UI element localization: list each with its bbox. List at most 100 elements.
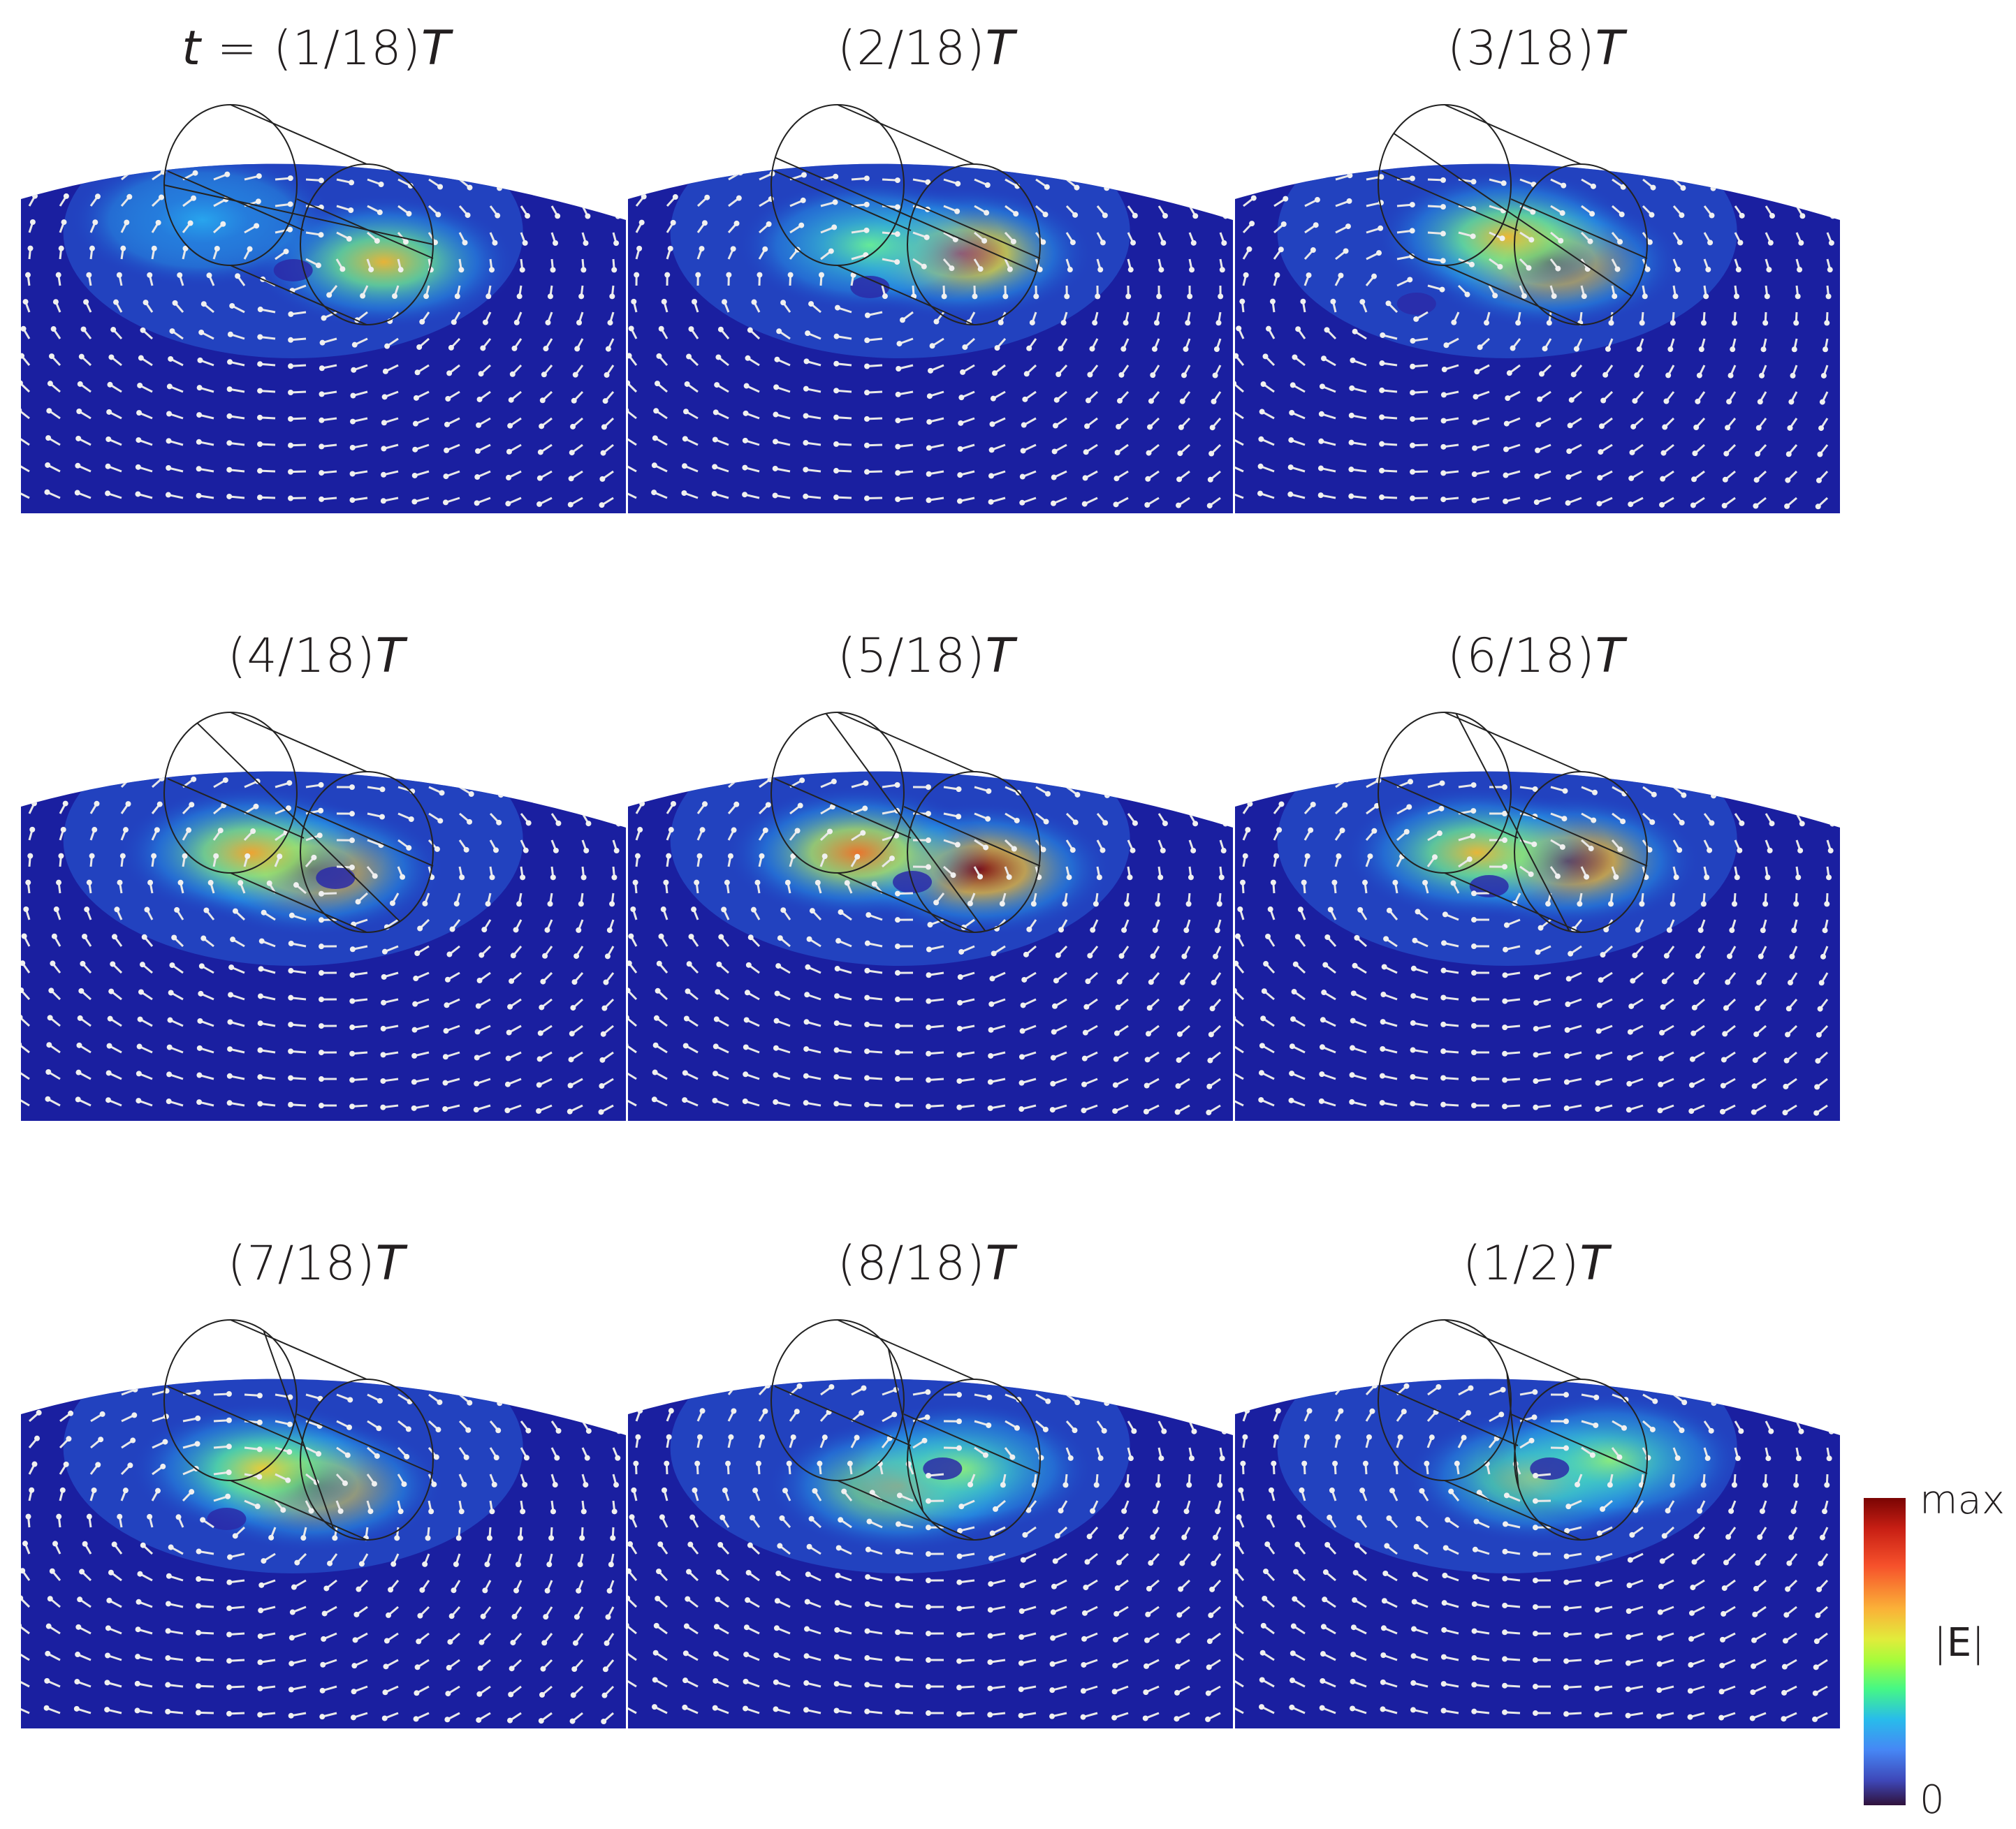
field-arrow-head bbox=[831, 224, 838, 230]
field-arrow-head bbox=[1132, 212, 1138, 219]
field-arrow-head bbox=[706, 750, 711, 756]
field-arrow-head bbox=[507, 423, 513, 429]
field-arrow-head bbox=[1785, 1586, 1791, 1592]
field-arrow-head bbox=[926, 1024, 932, 1031]
field-arrow-head bbox=[1219, 1455, 1225, 1462]
field-arrow-head bbox=[1320, 1651, 1326, 1657]
field-arrow-head bbox=[1125, 293, 1132, 300]
field-arrow-head bbox=[168, 1544, 174, 1550]
field-arrow-head bbox=[286, 780, 293, 786]
field-arrow-head bbox=[53, 906, 59, 913]
field-arrow-head bbox=[1712, 765, 1718, 771]
field-arrow-head bbox=[1018, 1608, 1025, 1614]
field-arrow bbox=[91, 1362, 104, 1368]
field-arrow bbox=[398, 1368, 411, 1374]
field-arrow-head bbox=[86, 1513, 92, 1520]
field-arrow-head bbox=[110, 961, 116, 967]
field-arrow-head bbox=[1823, 346, 1829, 353]
field-arrow-head bbox=[266, 880, 272, 886]
field-arrow-head bbox=[448, 344, 454, 351]
field-arrow-head bbox=[578, 293, 585, 300]
field-arrow-head bbox=[1531, 841, 1537, 847]
field-arrow-head bbox=[1043, 818, 1049, 825]
field-arrow-head bbox=[1795, 1455, 1802, 1462]
field-arrow-head bbox=[956, 1104, 963, 1110]
field-arrow-head bbox=[374, 237, 380, 244]
field-arrow-head bbox=[1505, 395, 1511, 402]
field-arrow-head bbox=[1554, 873, 1561, 879]
field-arrow-head bbox=[1438, 1359, 1443, 1365]
field-arrow bbox=[59, 1386, 73, 1396]
field-arrow-head bbox=[433, 1454, 439, 1460]
field-arrow-head bbox=[1260, 1622, 1266, 1629]
field-arrow bbox=[698, 1359, 706, 1368]
field-arrow-head bbox=[1639, 320, 1645, 326]
field-arrow-head bbox=[1800, 1401, 1806, 1407]
field-arrow-head bbox=[1634, 372, 1640, 379]
field-arrow-head bbox=[696, 853, 703, 859]
field-arrow bbox=[429, 1368, 441, 1375]
field-arrow-head bbox=[497, 185, 503, 191]
field-arrow bbox=[1827, 1368, 1835, 1377]
field-arrow-head bbox=[1176, 476, 1183, 483]
field-arrow-head bbox=[319, 1023, 325, 1029]
field-arrow-head bbox=[745, 1569, 752, 1575]
field-arrow-head bbox=[132, 1386, 138, 1393]
field-arrow-head bbox=[1195, 1379, 1201, 1380]
field-arrow-head bbox=[701, 220, 708, 226]
field-arrow-head bbox=[513, 319, 520, 325]
field-arrow-head bbox=[168, 990, 174, 996]
field-arrow-head bbox=[288, 390, 294, 396]
field-arrow-head bbox=[1661, 978, 1667, 985]
field-arrow-head bbox=[1470, 782, 1477, 788]
field-arrow-head bbox=[569, 1718, 576, 1724]
field-arrow-head bbox=[1665, 1508, 1671, 1514]
field-arrow-head bbox=[347, 1397, 353, 1403]
field-arrow-head bbox=[721, 299, 727, 305]
field-arrow-head bbox=[527, 163, 534, 164]
field-arrow-head bbox=[318, 232, 324, 238]
field-arrow-head bbox=[1191, 1428, 1197, 1434]
field-arrow-head bbox=[536, 475, 543, 481]
field-arrow-head bbox=[1081, 1636, 1088, 1642]
field-arrow-head bbox=[1471, 471, 1477, 478]
field-arrow-head bbox=[587, 793, 594, 800]
field-arrow-head bbox=[1410, 416, 1416, 422]
field-arrow-head bbox=[1178, 424, 1184, 430]
field-arrow-head bbox=[559, 771, 565, 772]
field-arrow-head bbox=[1726, 399, 1732, 405]
field-arrow-head bbox=[350, 392, 356, 399]
field-arrow-head bbox=[288, 912, 295, 918]
field-arrow-head bbox=[36, 1409, 42, 1416]
field-arrow-head bbox=[522, 1481, 528, 1488]
field-arrow-head bbox=[414, 1664, 421, 1670]
field-arrow-head bbox=[499, 765, 505, 770]
field-arrow-head bbox=[257, 494, 263, 501]
field-arrow-head bbox=[1382, 1571, 1389, 1577]
field-arrow-head bbox=[544, 1587, 550, 1594]
field-arrow-head bbox=[446, 1665, 452, 1671]
field-arrow-head bbox=[349, 946, 356, 953]
field-arrow-head bbox=[583, 1482, 589, 1488]
field-arrow-head bbox=[319, 443, 325, 450]
field-arrow bbox=[1097, 153, 1108, 161]
field-arrow-head bbox=[989, 1530, 995, 1536]
field-arrow-head bbox=[926, 497, 932, 504]
field-arrow-head bbox=[166, 1044, 173, 1050]
field-arrow-head bbox=[1245, 827, 1251, 833]
field-arrow-head bbox=[1206, 1664, 1212, 1670]
field-arrow-head bbox=[664, 272, 671, 278]
field-arrow-head bbox=[380, 1078, 386, 1084]
field-arrow-head bbox=[391, 293, 397, 299]
field-arrow bbox=[1766, 153, 1775, 162]
field-arrow-head bbox=[250, 828, 256, 835]
field-arrow-head bbox=[321, 1636, 327, 1642]
field-arrow bbox=[636, 751, 645, 761]
field-arrow-head bbox=[196, 1683, 202, 1689]
field-arrow-head bbox=[319, 470, 325, 476]
field-arrow-head bbox=[794, 1409, 800, 1415]
field-arrow-head bbox=[894, 177, 900, 184]
field-arrow-head bbox=[476, 977, 483, 983]
field-arrow bbox=[1190, 153, 1198, 162]
field-arrow-head bbox=[1038, 1455, 1044, 1461]
